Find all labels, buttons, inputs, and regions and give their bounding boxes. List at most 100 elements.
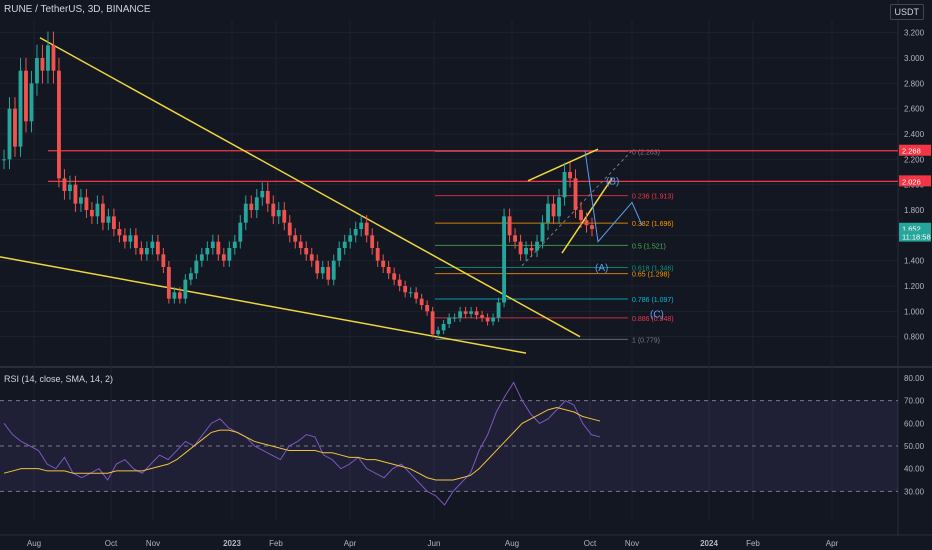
candle (260, 191, 265, 198)
y-tick-label: 2.800 (904, 79, 925, 88)
candle (535, 241, 539, 251)
wave-label: (C) (650, 310, 664, 321)
candle (177, 292, 182, 299)
candle (271, 203, 276, 217)
fib-level-label: 0 (2.263) (632, 149, 660, 156)
candle (90, 210, 94, 217)
candle (199, 254, 204, 261)
candle (452, 317, 457, 319)
price-label-box (899, 175, 931, 187)
currency-button[interactable]: USDT (889, 4, 924, 20)
candle (529, 248, 534, 251)
x-tick-label: Feb (269, 539, 283, 548)
candle (172, 292, 177, 299)
fib-level-label: 0.618 (1.346) (632, 266, 674, 273)
candle (210, 241, 215, 248)
candle (216, 241, 221, 255)
candle (474, 311, 479, 316)
candle (18, 70, 23, 147)
candle (265, 191, 270, 204)
candle (414, 292, 419, 299)
candle (381, 260, 386, 267)
candle (287, 222, 292, 236)
candle (408, 292, 413, 294)
candle (364, 222, 369, 236)
candle (35, 58, 39, 84)
x-tick-label: Feb (746, 539, 760, 548)
rsi-tick-label: 70.00 (904, 397, 925, 406)
candle (133, 235, 138, 248)
candle (375, 248, 380, 261)
rsi-line (3, 381, 601, 506)
y-tick-label: 2.200 (904, 155, 925, 164)
candle (342, 241, 347, 248)
x-tick-label: 2024 (700, 539, 718, 548)
candle (463, 311, 468, 314)
candle (348, 235, 353, 242)
y-tick-label: 1.200 (904, 282, 925, 291)
candle (155, 241, 160, 255)
candle (540, 222, 545, 242)
y-tick-label: 1.800 (904, 206, 925, 215)
fib-level-label: 0.786 (1.097) (632, 297, 674, 304)
candle (436, 330, 441, 335)
candle (425, 305, 430, 312)
candle (430, 311, 435, 335)
candle (84, 197, 89, 210)
candle (309, 254, 314, 261)
candle (370, 235, 375, 248)
candle (496, 302, 501, 318)
candle (518, 241, 523, 255)
candle (249, 203, 254, 210)
candle (353, 229, 358, 236)
wave-label: (A) (595, 263, 608, 274)
x-tick-label: Aug (27, 539, 41, 548)
candle (40, 58, 45, 71)
price-label-box (899, 230, 931, 242)
rsi-indicator-title[interactable]: RSI (14, close, SMA, 14, 2) (4, 374, 114, 384)
candle (276, 210, 281, 217)
candle (359, 222, 364, 229)
candle (298, 241, 303, 248)
rsi-tick-label: 30.00 (904, 487, 925, 496)
x-tick-label: Oct (105, 539, 118, 548)
candle (326, 267, 331, 280)
y-tick-label: 1.400 (904, 257, 925, 266)
candle (485, 317, 490, 322)
candle (144, 248, 149, 255)
candle (293, 235, 298, 242)
rsi-tick-label: 50.00 (904, 442, 925, 451)
candle (7, 108, 12, 160)
x-tick-label: Nov (625, 539, 639, 548)
candle (331, 260, 336, 280)
candle (243, 203, 248, 223)
candle (337, 248, 342, 261)
candle (441, 324, 446, 331)
candle (232, 241, 237, 248)
candle (392, 273, 397, 280)
candle (221, 254, 226, 261)
candle (573, 178, 578, 210)
candle (2, 159, 6, 161)
y-tick-label: 1.000 (904, 307, 925, 316)
candle (150, 241, 155, 248)
candle (194, 260, 199, 274)
fib-level-label: 0.65 (1.298) (632, 272, 670, 279)
rsi-tick-label: 40.00 (904, 465, 925, 474)
candle (13, 108, 17, 147)
chart-title: RUNE / TetherUS, 3D, BINANCE (4, 4, 151, 15)
x-tick-label: Jun (428, 539, 441, 548)
candle (205, 248, 210, 255)
candle (502, 216, 506, 303)
x-tick-label: Apr (826, 539, 839, 548)
candle (568, 172, 572, 179)
price-label: 2.026 (902, 177, 921, 186)
wave-path (584, 150, 643, 243)
candle (57, 70, 61, 179)
candle (458, 311, 463, 318)
candle (238, 222, 243, 242)
candle (507, 216, 512, 236)
candle (491, 317, 496, 322)
fib-level-label: 0.886 (0.948) (632, 316, 674, 323)
lower-trend-line (0, 256, 527, 354)
